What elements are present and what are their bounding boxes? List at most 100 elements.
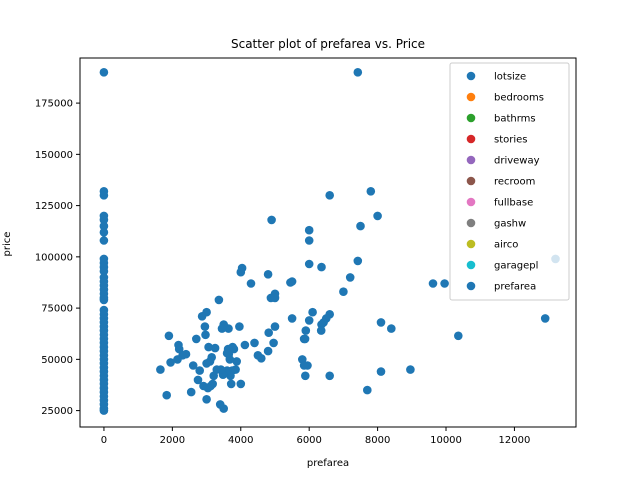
data-point — [317, 262, 326, 272]
data-point — [209, 371, 218, 381]
legend-marker — [466, 134, 476, 144]
legend-box — [449, 62, 570, 301]
data-point — [345, 273, 355, 282]
x-axis: 0 2000 4000 6000 8000 10000 12000 — [101, 427, 531, 446]
x-tick-label: 8000 — [365, 435, 390, 446]
data-point — [214, 295, 224, 305]
data-point — [263, 270, 273, 279]
legend-label: garagepl — [494, 261, 538, 272]
legend-label: recroom — [494, 177, 535, 188]
data-point — [99, 236, 109, 245]
data-point — [235, 322, 244, 331]
data-point — [236, 379, 246, 389]
data-point — [186, 387, 196, 397]
data-point — [454, 331, 463, 341]
data-point — [195, 366, 204, 375]
x-tick-label: 0 — [101, 435, 107, 446]
data-point — [199, 381, 208, 391]
data-point — [301, 371, 310, 381]
data-point — [200, 322, 210, 331]
data-point — [440, 279, 449, 288]
data-point — [197, 312, 207, 321]
legend-marker — [466, 71, 476, 81]
data-point — [356, 221, 365, 231]
data-point — [376, 318, 386, 327]
y-tick-label: 100000 — [35, 252, 73, 263]
data-point — [270, 322, 280, 331]
data-point — [406, 365, 415, 374]
x-tick-label: 10000 — [430, 435, 462, 446]
data-point — [428, 279, 438, 288]
data-point — [316, 326, 326, 335]
data-point — [173, 355, 182, 364]
data-point — [202, 395, 211, 404]
data-point — [192, 334, 201, 344]
data-point — [99, 221, 109, 231]
data-point — [267, 215, 276, 225]
x-tick-label: 12000 — [499, 435, 531, 446]
legend-label: prefarea — [494, 282, 536, 293]
data-point — [217, 324, 227, 333]
data-point — [304, 316, 314, 325]
data-point — [99, 228, 109, 237]
y-axis-title: price — [2, 232, 13, 257]
legend-marker — [466, 113, 476, 123]
legend-label: fullbase — [494, 198, 533, 209]
data-point — [270, 293, 280, 303]
data-point — [99, 266, 109, 276]
data-point — [339, 287, 348, 297]
data-point — [353, 68, 363, 77]
plot-frame — [79, 57, 577, 428]
data-point — [299, 361, 309, 370]
legend-label: airco — [494, 240, 518, 251]
legend-marker — [466, 92, 476, 102]
data-point — [373, 211, 382, 221]
data-point — [246, 279, 256, 288]
data-point — [366, 187, 376, 196]
data-point — [236, 267, 246, 277]
data-point — [540, 314, 550, 323]
data-point — [240, 340, 250, 350]
x-tick-label: 2000 — [160, 435, 185, 446]
legend-marker — [466, 197, 476, 207]
chart-title: Scatter plot of prefarea vs. Price — [231, 37, 425, 51]
data-point — [253, 351, 263, 360]
x-axis-title: prefarea — [307, 458, 349, 469]
points-layer — [99, 68, 560, 415]
legend-label: lotsize — [494, 72, 526, 83]
data-point — [156, 365, 165, 374]
legend-marker — [466, 239, 476, 249]
legend-label: stories — [494, 135, 528, 146]
data-point — [304, 225, 314, 235]
legend-label: bathrms — [494, 114, 536, 125]
data-point — [325, 371, 335, 381]
data-point — [308, 307, 317, 317]
data-point — [166, 358, 175, 367]
y-tick-label: 125000 — [35, 201, 73, 212]
y-tick-label: 175000 — [35, 99, 73, 110]
data-point — [99, 68, 109, 77]
data-point — [264, 328, 274, 338]
data-point — [301, 326, 311, 335]
y-axis: 25000 50000 75000 100000 125000 150000 175000 — [35, 99, 80, 417]
legend-marker — [466, 176, 476, 186]
data-point — [202, 359, 211, 368]
data-point — [204, 342, 213, 352]
data-point — [201, 330, 210, 340]
data-point — [287, 314, 297, 323]
legend-marker — [466, 281, 476, 291]
data-point — [174, 340, 183, 350]
y-tick-label: 25000 — [41, 406, 73, 417]
legend: lotsize bedrooms bathrms stories driveway rec… — [449, 62, 570, 301]
data-point — [99, 215, 109, 225]
data-point — [232, 357, 241, 366]
data-point — [325, 191, 335, 200]
data-point — [269, 338, 278, 348]
legend-marker — [466, 260, 476, 270]
data-point — [164, 331, 174, 341]
y-tick-label: 50000 — [41, 355, 73, 366]
legend-label: driveway — [494, 156, 540, 167]
data-point — [99, 295, 109, 305]
y-tick-label: 150000 — [35, 150, 73, 161]
